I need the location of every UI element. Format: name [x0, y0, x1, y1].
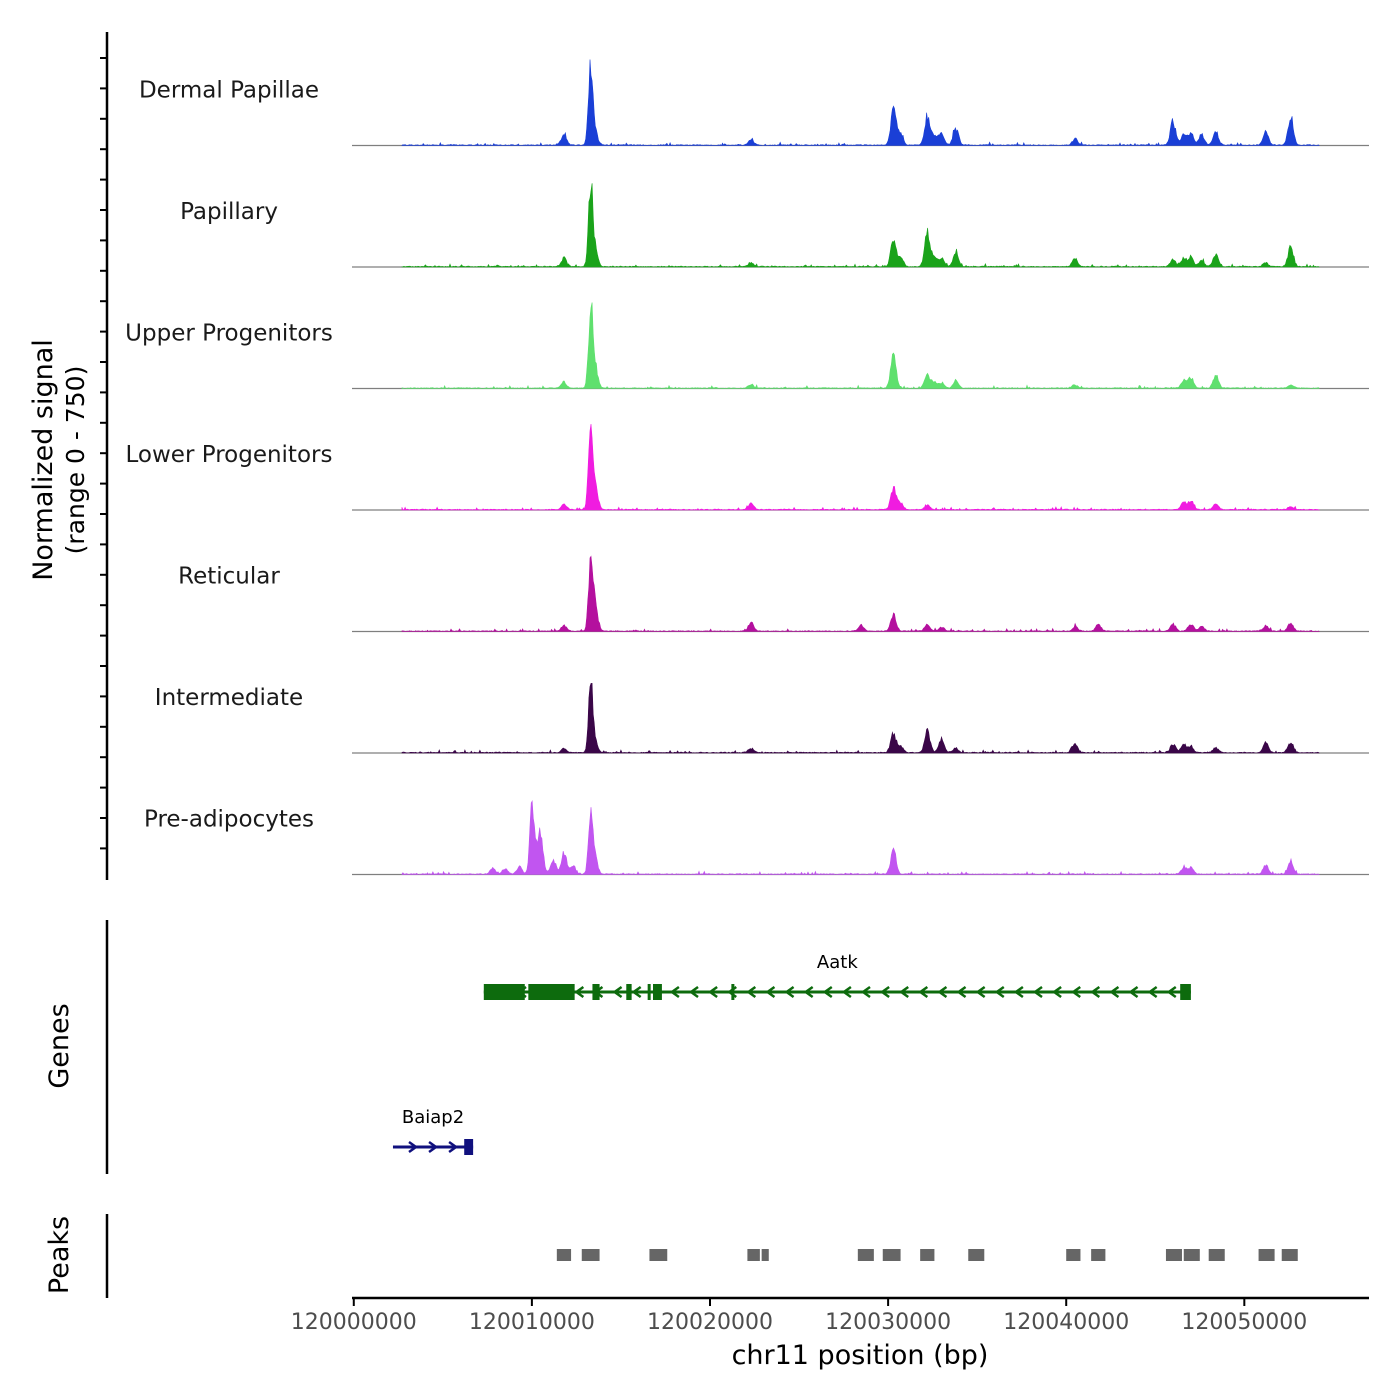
- track-dermal-papillae: Dermal Papillae: [139, 59, 1369, 147]
- strand-chevron: [879, 985, 890, 999]
- peak-region: [761, 1249, 769, 1261]
- strand-chevron: [765, 985, 776, 999]
- track-intermediate: Intermediate: [155, 682, 1369, 754]
- track-upper-progenitors: Upper Progenitors: [125, 302, 1369, 390]
- track-label: Dermal Papillae: [139, 78, 319, 104]
- peak-region: [581, 1249, 600, 1261]
- gene-exon: [464, 1139, 474, 1155]
- track-signal-area: [401, 555, 1320, 633]
- peak-region: [882, 1249, 901, 1261]
- strand-chevron: [631, 985, 642, 999]
- signal-ylabel: Normalized signal: [28, 339, 59, 581]
- strand-chevron: [408, 1140, 419, 1154]
- peak-region: [1281, 1249, 1298, 1261]
- strand-chevron: [822, 985, 833, 999]
- strand-chevron: [1032, 985, 1043, 999]
- track-papillary: Papillary: [180, 183, 1369, 268]
- strand-chevron: [1147, 985, 1158, 999]
- strand-chevron: [918, 985, 929, 999]
- peak-region: [920, 1249, 935, 1261]
- strand-chevron: [1166, 985, 1177, 999]
- strand-chevron: [899, 985, 909, 999]
- peak-region: [1066, 1249, 1081, 1261]
- peak-region: [1091, 1249, 1106, 1261]
- gene-label: Baiap2: [402, 1107, 464, 1128]
- gene-exon: [1180, 984, 1191, 1000]
- genes-panel-label: Genes: [44, 1003, 75, 1088]
- strand-chevron: [428, 1140, 439, 1154]
- track-lower-progenitors: Lower Progenitors: [126, 423, 1369, 511]
- x-axis-label: chr11 position (bp): [732, 1340, 989, 1371]
- track-signal-area: [401, 183, 1320, 268]
- x-tick-label: 120010000: [469, 1310, 595, 1335]
- peak-region: [1258, 1249, 1275, 1261]
- strand-chevron: [1013, 985, 1024, 999]
- gene-label: Aatk: [817, 952, 858, 973]
- strand-chevron: [448, 1140, 459, 1154]
- peak-region: [968, 1249, 985, 1261]
- track-signal-area: [401, 682, 1320, 754]
- track-label: Intermediate: [155, 685, 303, 711]
- strand-chevron: [937, 985, 948, 999]
- signal-ylabel-range: (range 0 - 750): [61, 366, 90, 555]
- strand-chevron: [956, 985, 967, 999]
- peak-regions: [556, 1249, 1298, 1261]
- x-axis-ticks: 120000000 120010000 120020000 120030000 1200…: [291, 1298, 1307, 1335]
- gene-exon: [647, 984, 651, 1000]
- strand-chevron: [1128, 985, 1139, 999]
- strand-chevron: [784, 985, 795, 999]
- peak-region: [1183, 1249, 1200, 1261]
- signal-axis-ticks: [100, 57, 107, 850]
- x-tick-label: 120030000: [825, 1310, 951, 1335]
- track-signal-area: [401, 302, 1320, 389]
- peak-region: [556, 1249, 572, 1261]
- peak-region: [857, 1249, 874, 1261]
- strand-chevron: [746, 985, 757, 999]
- track-signal-area: [401, 59, 1320, 146]
- track-label: Lower Progenitors: [126, 442, 333, 468]
- strand-chevron: [841, 985, 852, 999]
- gene-exon: [626, 984, 632, 1000]
- gene-exon: [592, 984, 600, 1000]
- strand-chevron: [1051, 985, 1062, 999]
- strand-chevron: [688, 985, 699, 999]
- gene-exon: [483, 984, 525, 1000]
- x-tick-label: 120050000: [1181, 1310, 1307, 1335]
- gene-exon: [528, 984, 575, 1000]
- strand-chevron: [1071, 985, 1081, 999]
- gene-exon: [653, 984, 662, 1000]
- track-label: Upper Progenitors: [125, 321, 333, 347]
- x-tick-label: 120040000: [1003, 1310, 1129, 1335]
- x-tick-label: 120000000: [291, 1310, 417, 1335]
- strand-chevron: [1109, 985, 1120, 999]
- track-reticular: Reticular: [178, 555, 1369, 633]
- track-label: Pre-adipocytes: [144, 807, 314, 833]
- peak-region: [1208, 1249, 1225, 1261]
- track-signal-area: [401, 423, 1321, 511]
- strand-chevron: [1090, 985, 1101, 999]
- gene-exon: [731, 984, 735, 1000]
- signal-tracks: Dermal Papillae Papillary Upper Progenitor…: [125, 59, 1369, 876]
- peak-region: [747, 1249, 760, 1261]
- strand-chevron: [574, 985, 585, 999]
- strand-chevron: [707, 985, 718, 999]
- strand-chevron: [860, 985, 871, 999]
- gene-baiap2: Baiap2: [392, 1107, 474, 1155]
- strand-chevron: [669, 985, 680, 999]
- strand-chevron: [994, 985, 1005, 999]
- track-label: Reticular: [178, 564, 280, 590]
- peak-region: [649, 1249, 668, 1261]
- track-signal-area: [401, 800, 1320, 876]
- x-tick-label: 120020000: [647, 1310, 773, 1335]
- gene-annotations: Aatk Baiap2: [392, 952, 1191, 1155]
- track-pre-adipocytes: Pre-adipocytes: [144, 800, 1369, 876]
- gene-aatk: Aatk: [483, 952, 1191, 1000]
- peaks-panel-label: Peaks: [44, 1216, 75, 1294]
- strand-chevron: [975, 985, 986, 999]
- strand-chevron: [612, 985, 623, 999]
- track-label: Papillary: [180, 199, 278, 225]
- strand-chevron: [803, 985, 814, 999]
- peak-region: [1165, 1249, 1182, 1261]
